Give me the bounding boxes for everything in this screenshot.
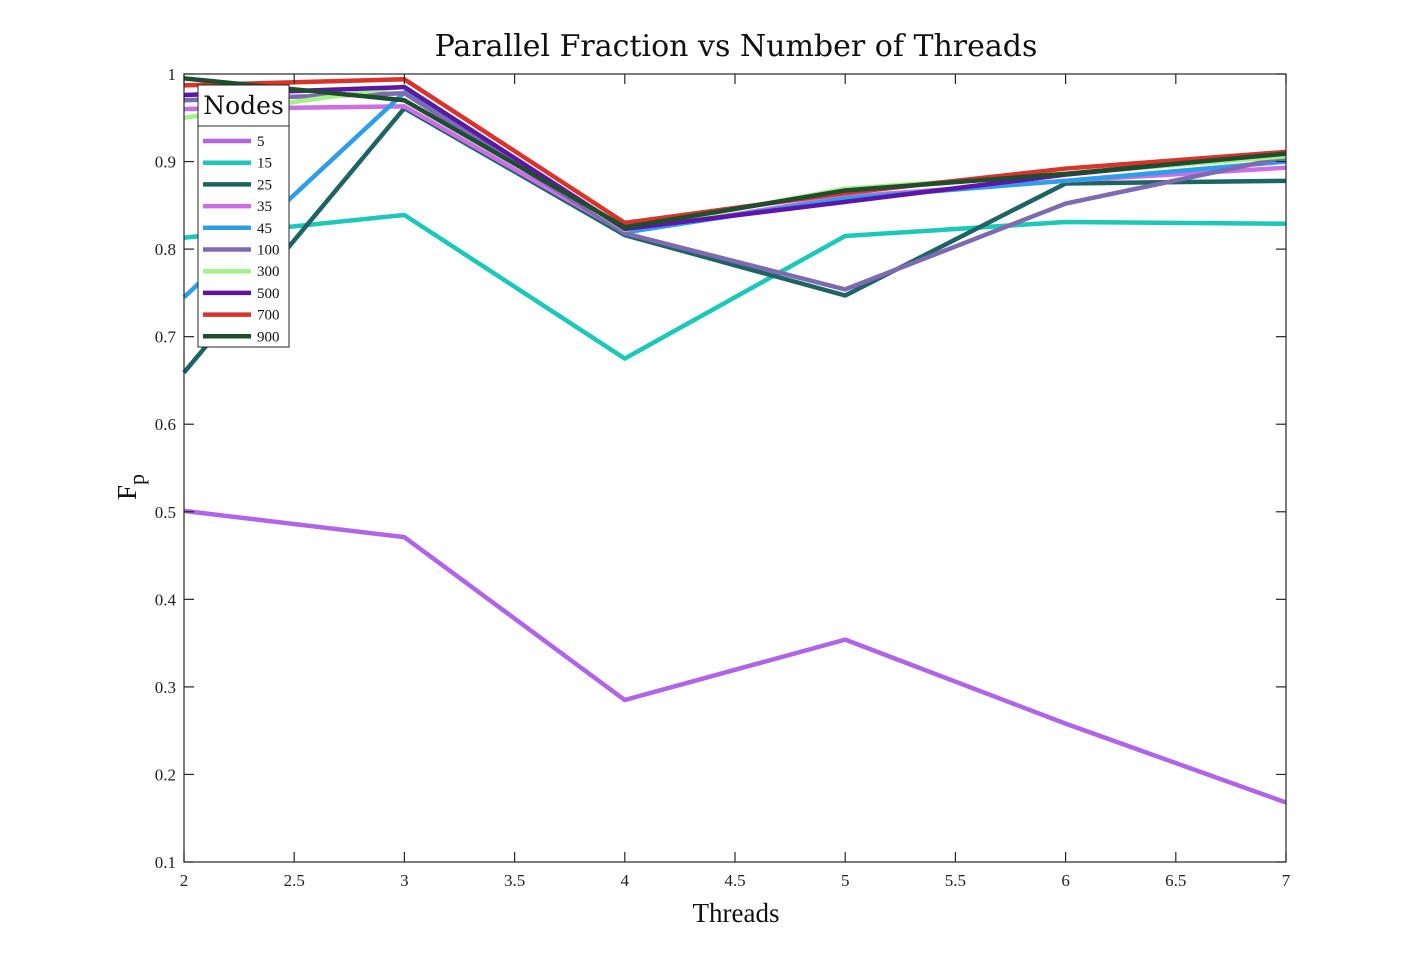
svg-text:Fp: Fp — [112, 474, 149, 500]
y-axis-label: F — [112, 485, 142, 500]
legend-label: 5 — [257, 134, 265, 150]
y-tick-label: 0.4 — [155, 590, 177, 609]
legend-items: 5 15 25 35 45 100 300 500 700 900 — [203, 134, 280, 345]
x-tick-label: 3.5 — [504, 871, 525, 890]
y-tick-label: 0.5 — [155, 503, 176, 522]
x-tick-label: 5 — [841, 871, 850, 890]
legend: Nodes 5 15 25 35 45 100 300 500 700 900 — [197, 84, 290, 348]
x-tick-label: 6.5 — [1165, 871, 1186, 890]
legend-title: Nodes — [203, 91, 284, 120]
y-axis-label-subscript: p — [124, 474, 149, 485]
x-axis-label: Threads — [693, 898, 780, 928]
y-axis-ticks: 0.1 0.2 0.3 0.4 0.5 0.6 0.7 0.8 0.9 1 — [155, 65, 1286, 872]
x-axis-ticks: 2 2.5 3 3.5 4 4.5 5 5.5 6 6.5 7 — [180, 74, 1291, 890]
legend-label: 15 — [257, 156, 272, 172]
series-line-25 — [182, 105, 1287, 375]
y-tick-label: 0.9 — [155, 153, 176, 172]
legend-box — [197, 84, 290, 348]
y-axis-label-group: Fp — [112, 474, 149, 500]
series-line-15 — [183, 212, 1287, 361]
y-tick-label: 0.7 — [155, 328, 177, 347]
series-line-5 — [183, 508, 1287, 805]
x-tick-label: 2.5 — [284, 871, 305, 890]
y-tick-label: 0.3 — [155, 678, 176, 697]
x-tick-label: 7 — [1282, 871, 1291, 890]
x-tick-label: 2 — [180, 871, 189, 890]
legend-label: 700 — [257, 308, 280, 324]
series-line-100 — [183, 91, 1287, 292]
legend-label: 300 — [257, 264, 280, 280]
series-line-700 — [183, 77, 1287, 226]
series-line-900 — [183, 76, 1287, 230]
chart-title: Parallel Fraction vs Number of Threads — [435, 29, 1038, 64]
x-tick-label: 6 — [1061, 871, 1070, 890]
y-tick-label: 0.6 — [155, 415, 176, 434]
y-tick-label: 0.8 — [155, 240, 176, 259]
legend-label: 100 — [257, 243, 280, 259]
legend-label: 35 — [257, 199, 272, 215]
x-tick-label: 5.5 — [945, 871, 966, 890]
x-tick-label: 3 — [400, 871, 409, 890]
legend-label: 900 — [257, 329, 280, 345]
x-tick-label: 4 — [621, 871, 630, 890]
legend-label: 25 — [257, 177, 272, 193]
y-tick-label: 0.2 — [155, 765, 176, 784]
y-tick-label: 0.1 — [155, 853, 176, 872]
legend-label: 45 — [257, 221, 272, 237]
x-tick-label: 4.5 — [724, 871, 745, 890]
series-layer — [182, 76, 1287, 805]
y-tick-label: 1 — [168, 65, 177, 84]
legend-label: 500 — [257, 286, 280, 302]
